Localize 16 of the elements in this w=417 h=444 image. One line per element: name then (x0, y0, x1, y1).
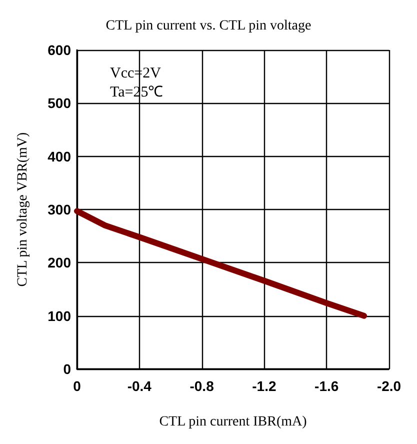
x-axis-title: CTL pin current IBR(mA) (159, 414, 308, 430)
x-tick-label: -2.0 (376, 378, 402, 394)
x-tick-label: -1.6 (314, 378, 339, 394)
x-tick-label: -1.2 (252, 378, 276, 394)
y-tick-label: 600 (48, 42, 72, 58)
y-tick-label: 500 (48, 95, 72, 112)
x-tick-label: 0 (73, 378, 82, 394)
chart-title: CTL pin current vs. CTL pin voltage (106, 18, 312, 34)
y-axis-title: CTL pin voltage VBR(mV) (16, 132, 30, 287)
y-tick-label: 200 (48, 254, 72, 271)
y-tick-label: 0 (63, 361, 72, 377)
y-tick-label: 400 (48, 148, 72, 164)
y-tick-label: 300 (48, 202, 72, 218)
x-tick-label: -0.4 (127, 378, 152, 394)
x-tick-label: -0.8 (190, 378, 214, 394)
y-tick-label: 100 (48, 308, 72, 324)
